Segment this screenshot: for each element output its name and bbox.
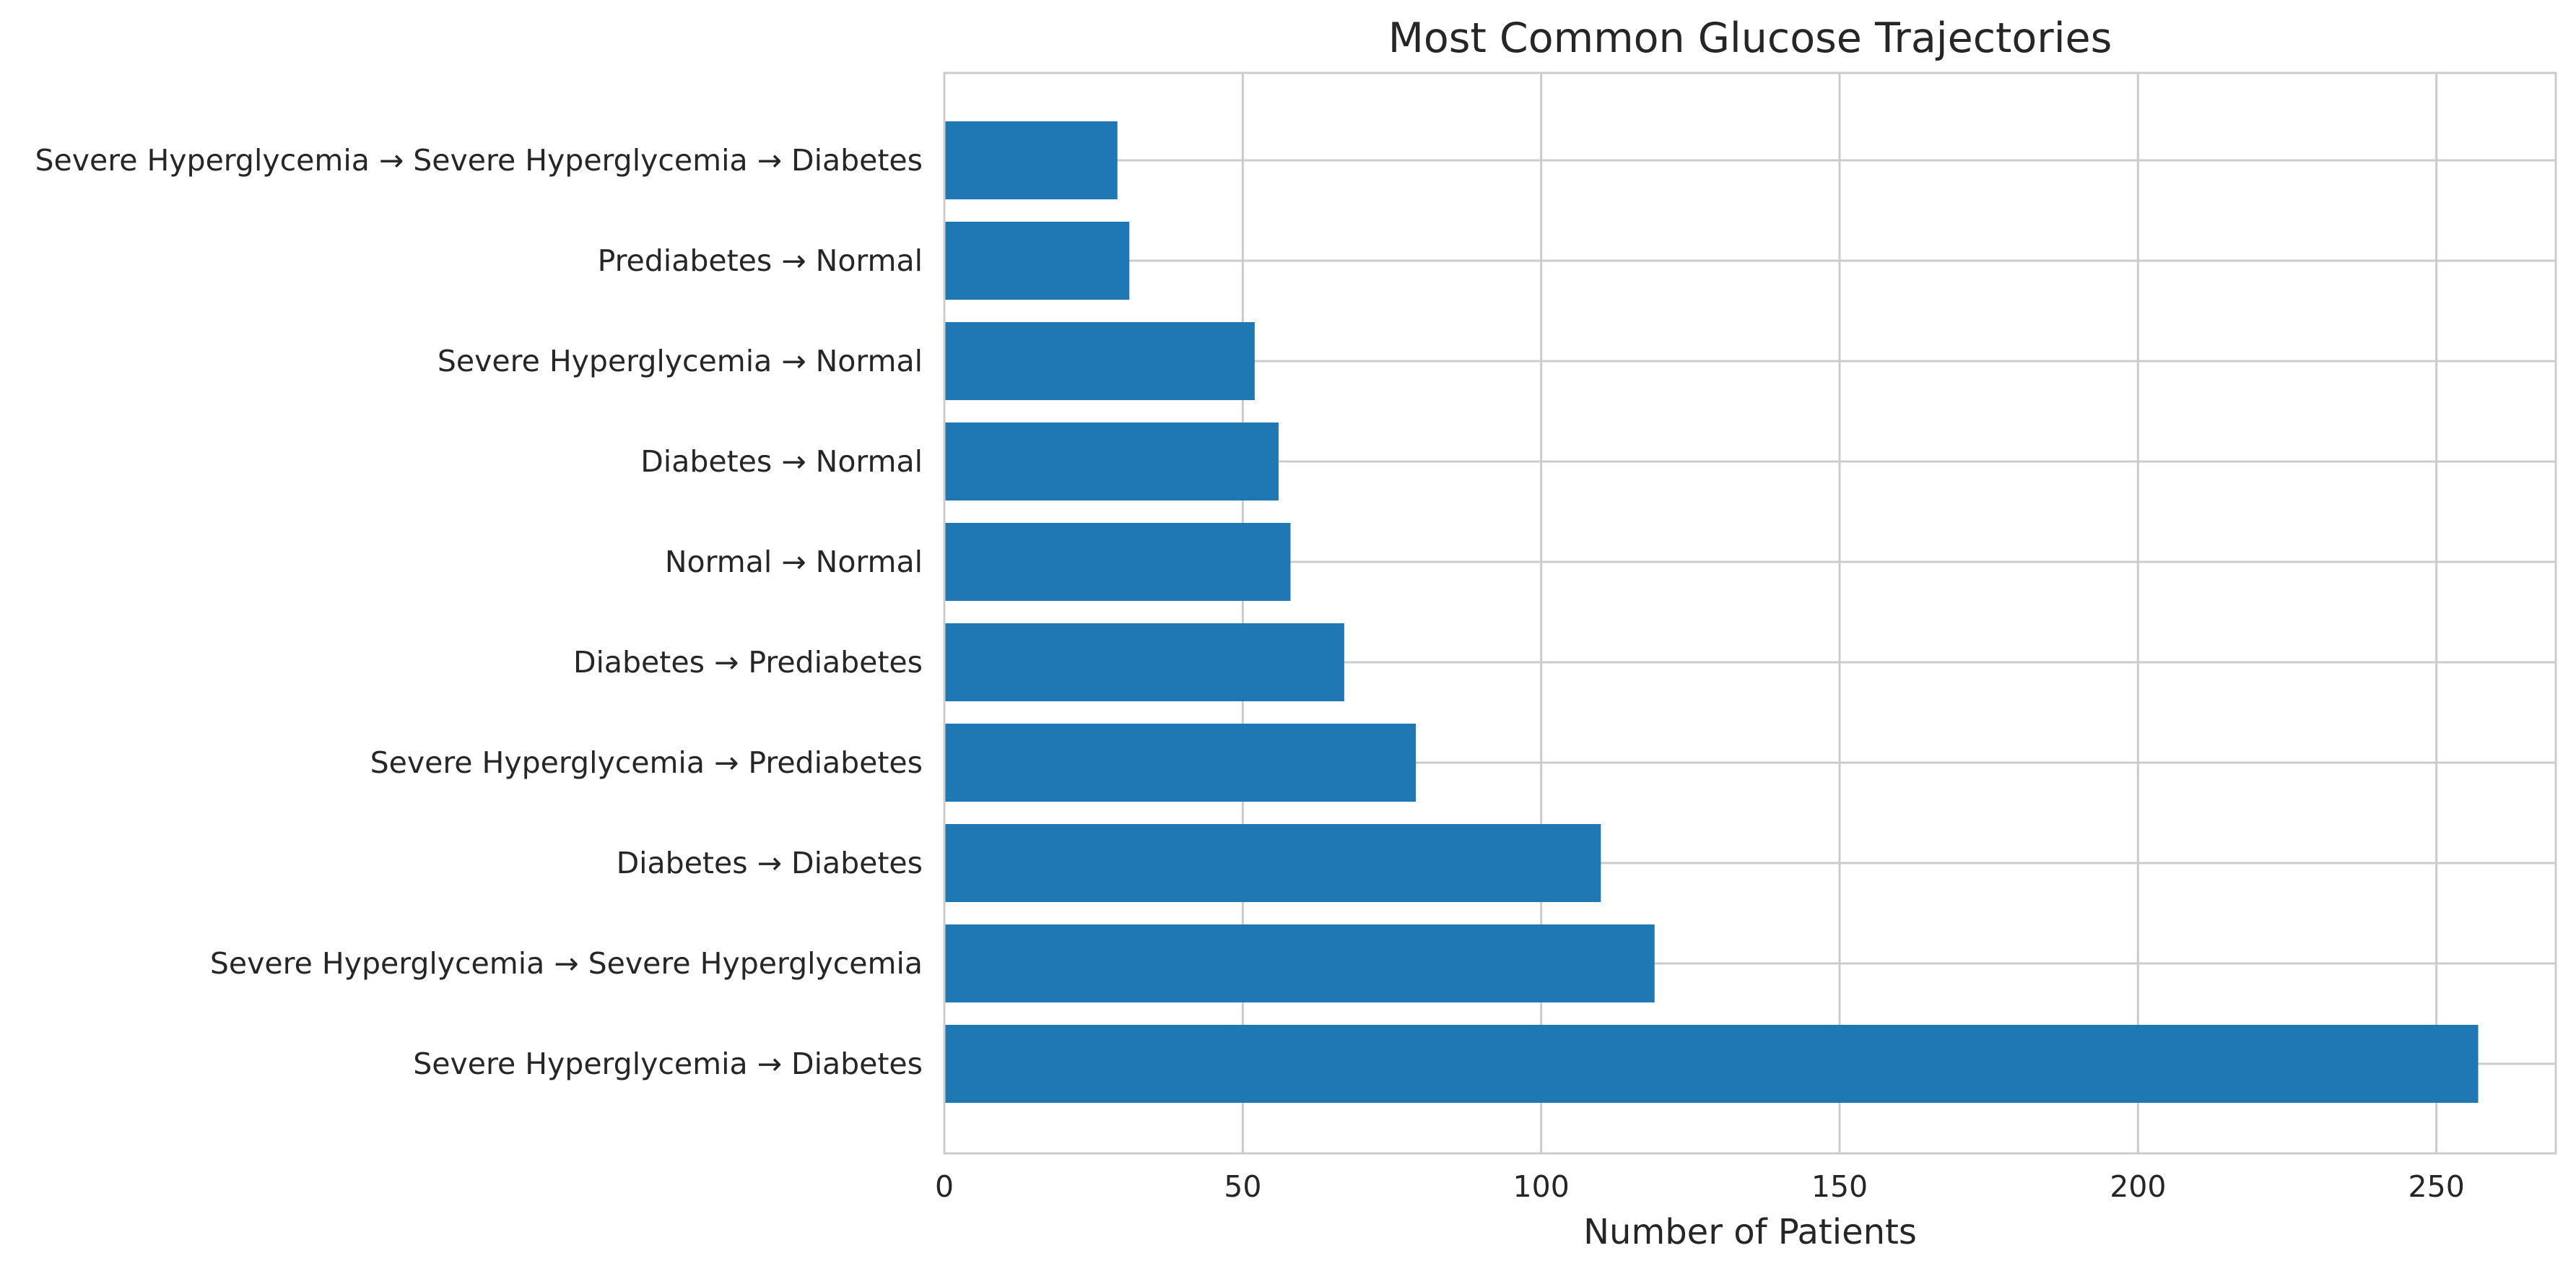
plot-frame: [943, 72, 2557, 1155]
bar: [944, 1025, 2479, 1103]
x-tick-label: 200: [2110, 1169, 2166, 1204]
bar: [944, 222, 1130, 300]
y-tick-label: Severe Hyperglycemia → Diabetes: [413, 1046, 923, 1081]
bars: [944, 121, 2479, 1103]
bar: [944, 824, 1601, 902]
y-tick-label: Diabetes → Diabetes: [617, 846, 923, 880]
bar: [944, 724, 1417, 802]
x-axis-label: Number of Patients: [1583, 1212, 1917, 1252]
y-tick-label: Normal → Normal: [665, 545, 923, 579]
bar: [944, 322, 1255, 400]
y-tick-label: Severe Hyperglycemia → Prediabetes: [370, 745, 923, 780]
y-tick-label: Severe Hyperglycemia → Severe Hyperglyce…: [35, 143, 923, 178]
y-tick-label: Diabetes → Normal: [640, 444, 923, 479]
bar: [944, 924, 1655, 1002]
bar: [944, 422, 1279, 500]
y-tick-label: Severe Hyperglycemia → Normal: [438, 344, 923, 378]
chart-title: Most Common Glucose Trajectories: [1388, 14, 2112, 62]
x-tick-label: 100: [1513, 1169, 1570, 1204]
y-tick-label: Prediabetes → Normal: [598, 243, 923, 278]
bar: [944, 623, 1344, 701]
bar: [944, 121, 1118, 199]
y-tick-label: Diabetes → Prediabetes: [573, 645, 923, 680]
bar: [944, 523, 1291, 601]
x-tick-label: 0: [935, 1169, 954, 1204]
y-tick-label: Severe Hyperglycemia → Severe Hyperglyce…: [210, 946, 923, 981]
y-tick-labels: Severe Hyperglycemia → Diabetes Severe Hy…: [35, 143, 923, 1081]
x-tick-label: 50: [1224, 1169, 1261, 1204]
x-tick-labels: 0 50 100 150 200 250: [935, 1169, 2465, 1204]
x-tick-label: 150: [1811, 1169, 1868, 1204]
x-tick-label: 250: [2409, 1169, 2465, 1204]
